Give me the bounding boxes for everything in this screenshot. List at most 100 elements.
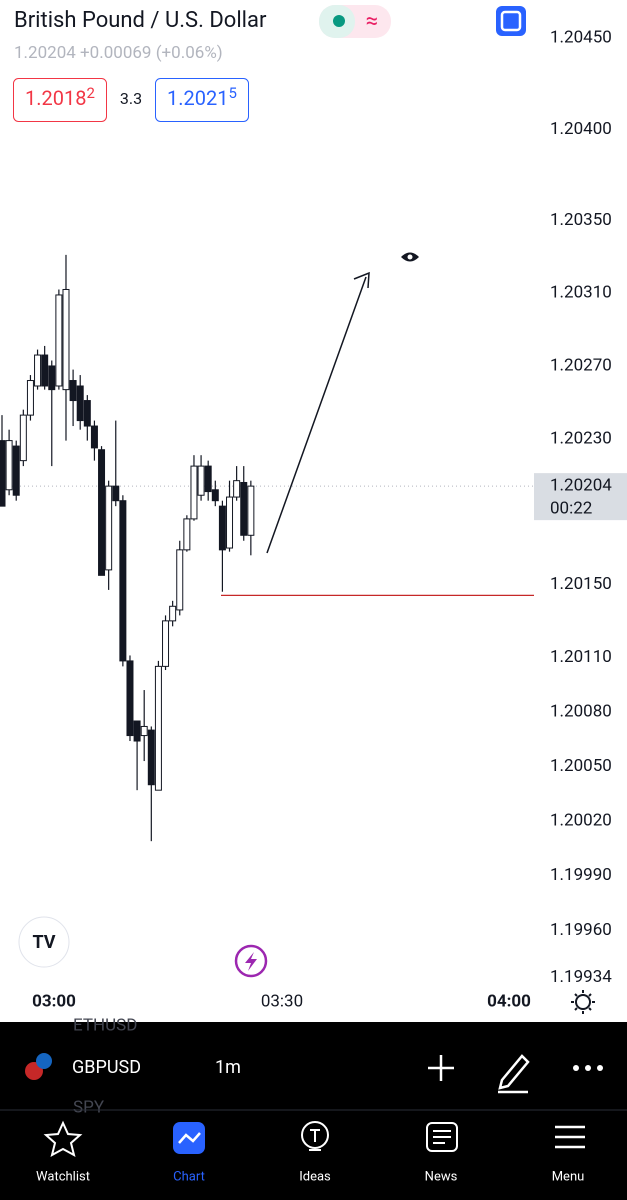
- bid-price[interactable]: 1.20182: [25, 84, 95, 110]
- bid-main: 1.2018: [25, 86, 86, 110]
- x-tick-label: 03:00: [32, 991, 76, 1011]
- ghost-symbol: SPY: [73, 1097, 105, 1117]
- candle-body: [62, 288, 70, 391]
- y-tick-label: 1.20150: [550, 574, 612, 594]
- candle-body: [76, 385, 84, 422]
- nav-label[interactable]: Ideas: [299, 1169, 331, 1184]
- candle-body: [133, 720, 141, 742]
- y-tick-label: 1.20450: [550, 28, 612, 48]
- menu-icon[interactable]: [555, 1125, 585, 1149]
- candle-body: [162, 620, 170, 667]
- tv-logo-button[interactable]: [18, 916, 70, 968]
- candle-body: [112, 485, 120, 502]
- y-tick-label: 1.20350: [550, 210, 612, 230]
- fullscreen-button[interactable]: [496, 6, 526, 36]
- bid-button[interactable]: [13, 78, 107, 122]
- x-tick-label: 03:30: [261, 991, 303, 1011]
- candle-body: [204, 465, 212, 493]
- y-tick-label: 1.20110: [550, 647, 612, 667]
- tv-logo: TV: [32, 932, 55, 953]
- watchlist-icon[interactable]: [43, 1120, 83, 1157]
- ask-pip: 5: [228, 84, 236, 102]
- candle-body: [176, 549, 184, 611]
- candle-body: [105, 485, 113, 571]
- lightning-icon: [245, 952, 257, 971]
- countdown: 00:22: [550, 499, 592, 519]
- candle-body: [5, 440, 13, 491]
- candle-body: [69, 380, 77, 402]
- market-open-dot: [333, 15, 345, 27]
- spread: 3.3: [120, 89, 142, 108]
- quote-line: 1.20204 +0.00069 (+0.06%): [14, 43, 223, 63]
- y-tick-label: 1.20270: [550, 355, 612, 375]
- y-tick-label: 1.19934: [550, 967, 612, 987]
- nav-label[interactable]: Menu: [552, 1169, 585, 1184]
- candle-body: [98, 449, 106, 576]
- candle-body: [233, 480, 241, 498]
- candle-body: [126, 660, 134, 737]
- toolbar-symbol[interactable]: GBPUSD: [72, 1057, 141, 1078]
- candle-body: [211, 489, 219, 502]
- bottom-bar: [0, 1022, 627, 1200]
- x-tick-label: 04:00: [487, 991, 531, 1011]
- ask-button[interactable]: [155, 78, 249, 122]
- arrow-line: [266, 276, 367, 554]
- more-icon[interactable]: [573, 1065, 603, 1071]
- current-price-box: [534, 473, 627, 521]
- candle-body: [12, 445, 20, 496]
- candle-body: [183, 518, 191, 551]
- candle-body: [90, 425, 98, 449]
- candle-body: [83, 400, 91, 427]
- ideas-icon[interactable]: [301, 1121, 329, 1149]
- ghost-symbol: ETHUSD: [73, 1015, 137, 1035]
- y-tick-label: 1.20050: [550, 756, 612, 776]
- candle-body: [169, 605, 177, 622]
- candle-body: [154, 665, 162, 791]
- toolbar-interval[interactable]: 1m: [215, 1057, 241, 1078]
- candle-body: [140, 725, 148, 737]
- candle-body: [41, 354, 49, 387]
- ask-price[interactable]: 1.20215: [167, 84, 237, 110]
- news-icon-detail: [433, 1130, 451, 1144]
- nav-label[interactable]: News: [425, 1169, 458, 1184]
- y-tick-label: 1.20230: [550, 428, 612, 448]
- y-tick-label: 1.19960: [550, 920, 612, 940]
- nav-label[interactable]: Watchlist: [36, 1169, 90, 1184]
- candle-body: [197, 465, 205, 496]
- status-icon: ≈: [366, 9, 378, 34]
- arrow-head: [353, 271, 370, 289]
- flag-us: [36, 1053, 52, 1069]
- settings-icon[interactable]: [571, 990, 595, 1014]
- change-pct: (+0.06%): [156, 43, 223, 63]
- lightning-button[interactable]: [234, 944, 268, 978]
- candle-body: [119, 500, 127, 662]
- y-tick-label: 1.20020: [550, 811, 612, 831]
- candle-body: [34, 354, 42, 387]
- ideas-icon-detail: [309, 1129, 321, 1151]
- candle-body: [247, 485, 255, 536]
- fullscreen-icon: [500, 10, 522, 32]
- candle-body: [147, 729, 155, 786]
- last-price: 1.20204: [14, 43, 76, 63]
- y-tick-label: 1.20310: [550, 283, 612, 303]
- chart-bg: [0, 0, 627, 1022]
- candle-body: [19, 414, 27, 462]
- nav-label[interactable]: Chart: [173, 1169, 205, 1184]
- symbol-title: British Pound / U.S. Dollar: [14, 8, 267, 33]
- candle-body: [48, 365, 56, 391]
- candle-body: [26, 380, 34, 416]
- news-icon[interactable]: [426, 1122, 458, 1152]
- y-tick-label: 1.20080: [550, 701, 612, 721]
- candle-body: [240, 481, 248, 536]
- plot: 1.20450 1.20400 1.20350 1.20310 1.20270 1.202…: [0, 28, 627, 987]
- current-price-label: 1.20204: [550, 476, 612, 496]
- y-tick-label: 1.20400: [550, 119, 612, 139]
- bid-pip: 2: [86, 84, 94, 102]
- add-icon[interactable]: [428, 1055, 454, 1081]
- y-tick-label: 1.19990: [550, 865, 612, 885]
- candle-body: [0, 440, 6, 507]
- candle-body: [55, 294, 63, 387]
- draw-icon[interactable]: [498, 1054, 530, 1094]
